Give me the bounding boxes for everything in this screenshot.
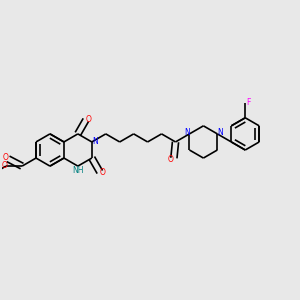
Text: F: F [246,98,250,106]
Text: NH: NH [72,166,84,175]
Text: O: O [168,155,174,164]
Text: N: N [92,136,98,146]
Text: O: O [3,153,9,162]
Text: O: O [85,115,91,124]
Text: N: N [218,128,223,137]
Text: O: O [1,161,7,170]
Text: O: O [99,169,105,178]
Text: N: N [184,128,190,136]
